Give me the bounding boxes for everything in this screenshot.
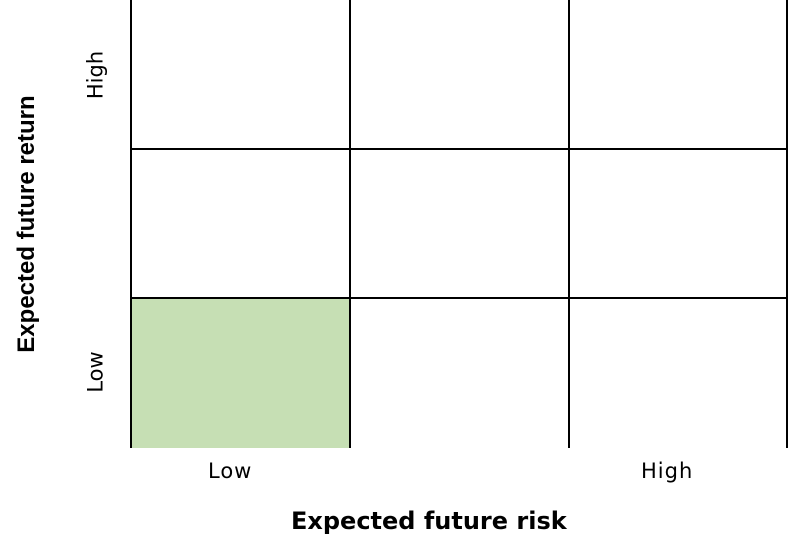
risk-return-matrix — [130, 0, 788, 448]
cell-low-return-mid-risk — [351, 299, 570, 448]
x-tick-low: Low — [208, 459, 253, 483]
y-tick-high: High — [83, 50, 108, 100]
cell-low-return-low-risk-highlighted — [132, 299, 351, 448]
cell-high-return-high-risk — [570, 0, 788, 150]
cell-mid-return-high-risk — [570, 150, 788, 299]
cell-mid-return-low-risk — [132, 150, 351, 299]
y-tick-low: Low — [83, 351, 108, 393]
x-axis-title: Expected future risk — [291, 507, 567, 535]
cell-high-return-mid-risk — [351, 0, 570, 150]
cell-high-return-low-risk — [132, 0, 351, 150]
cell-mid-return-mid-risk — [351, 150, 570, 299]
x-tick-high: High — [641, 459, 694, 483]
y-axis-title: Expected future return — [13, 95, 40, 353]
cell-low-return-high-risk — [570, 299, 788, 448]
